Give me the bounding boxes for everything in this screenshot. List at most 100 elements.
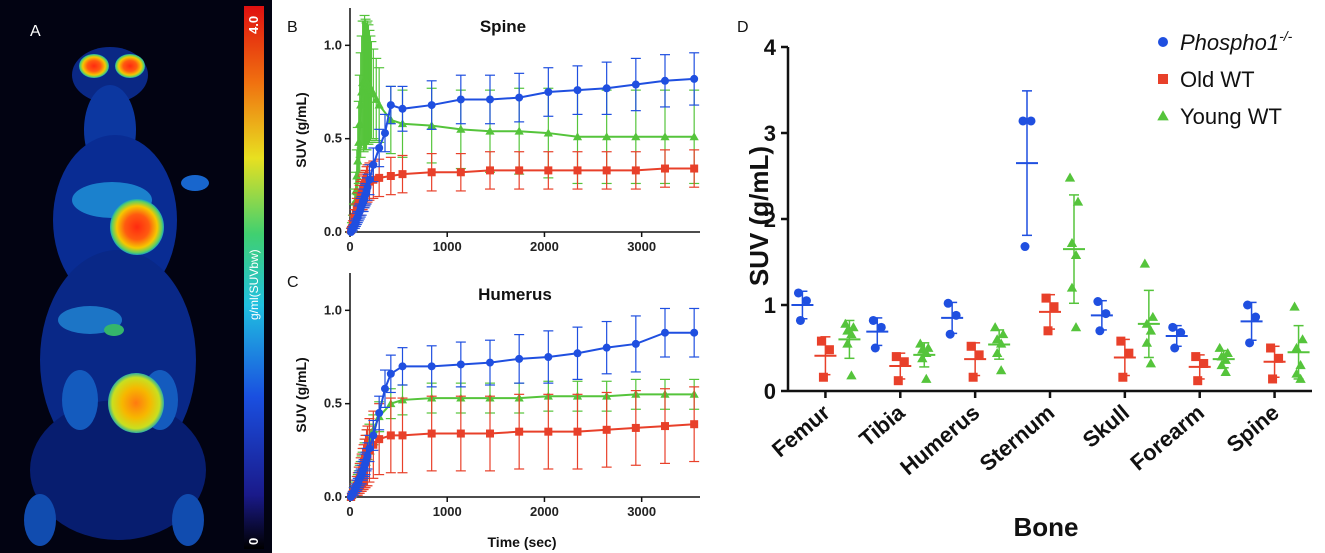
series-old — [346, 386, 700, 501]
mouse-body — [24, 47, 209, 546]
data-point — [427, 101, 436, 110]
colorbar-max-label: 4.0 — [246, 16, 261, 34]
colorbar-unit-label: g/ml(SUVbw) — [247, 249, 261, 320]
data-point — [1141, 337, 1153, 347]
data-point — [891, 352, 901, 362]
x-tick-label: 2000 — [530, 239, 559, 254]
data-point — [514, 126, 524, 135]
y-tick-label: 3 — [764, 121, 776, 146]
legend-label: Phospho1-/- — [1180, 28, 1293, 55]
data-point — [515, 354, 524, 363]
data-point — [356, 100, 366, 109]
data-point — [1222, 347, 1233, 358]
panel-d: D SUV (g/mL) Bone 0 1 2 3 4 Femur TibiaHumerus… — [737, 19, 1312, 542]
data-point — [1101, 309, 1111, 319]
data-point — [398, 104, 407, 113]
x-tick-label: Spine — [1222, 400, 1284, 458]
data-point — [848, 322, 859, 332]
data-point — [374, 100, 384, 109]
group-forearm-old — [1188, 352, 1211, 386]
data-point — [1251, 312, 1261, 322]
legend-marker — [1157, 110, 1169, 121]
data-point — [515, 93, 524, 102]
data-point — [1093, 297, 1103, 307]
y-tick-label: 1 — [764, 293, 776, 318]
data-point — [1193, 376, 1203, 386]
data-point — [868, 315, 878, 325]
data-point — [515, 166, 524, 175]
x-tick-label: Forearm — [1125, 400, 1209, 476]
data-point — [355, 119, 365, 128]
data-point — [876, 322, 886, 332]
panel-label-d: D — [737, 19, 749, 36]
group-humerus-young — [988, 322, 1011, 375]
panel-label-c: C — [287, 274, 299, 291]
data-point — [381, 129, 389, 138]
data-point — [1168, 322, 1178, 332]
data-point — [456, 168, 465, 177]
x-tick-label: Humerus — [895, 400, 984, 480]
data-point — [363, 451, 372, 460]
data-point — [945, 329, 955, 339]
legend-label: Old WT — [1180, 67, 1255, 92]
data-point — [381, 384, 389, 393]
data-point — [573, 349, 582, 358]
data-point — [1095, 326, 1105, 336]
data-point — [661, 328, 669, 337]
data-point — [1214, 342, 1225, 352]
data-point — [943, 298, 953, 308]
data-point — [386, 431, 395, 440]
data-point — [801, 296, 811, 306]
data-point — [485, 126, 495, 135]
data-point — [1170, 343, 1180, 353]
x-tick-label: 2000 — [530, 504, 559, 519]
data-point — [357, 87, 367, 96]
data-point — [816, 336, 826, 346]
data-point — [427, 168, 436, 177]
data-point — [631, 339, 640, 348]
y-tick-label: 0.5 — [324, 131, 342, 146]
data-point — [660, 132, 670, 141]
data-point — [915, 338, 926, 348]
data-point — [573, 166, 582, 175]
data-point — [544, 88, 553, 96]
hotspot-head-right — [115, 54, 145, 78]
chart-b-title: Spine — [480, 17, 526, 36]
data-point — [1066, 237, 1078, 247]
data-point — [1026, 116, 1036, 126]
data-point — [1139, 258, 1151, 268]
panel-label-a: A — [30, 23, 41, 40]
group-sternum-phospho — [1016, 90, 1038, 252]
data-point — [365, 175, 374, 184]
x-tick-label: Skull — [1078, 400, 1134, 453]
series-young — [345, 14, 700, 234]
chart-c-title: Humerus — [478, 285, 552, 304]
data-point — [1291, 342, 1302, 352]
data-point — [661, 76, 669, 85]
data-point — [893, 376, 903, 386]
x-tick-label: 0 — [346, 239, 353, 254]
data-point — [544, 353, 553, 361]
data-point — [1191, 352, 1201, 362]
data-point — [354, 137, 364, 146]
group-skull-old — [1113, 336, 1136, 382]
data-point — [544, 166, 553, 175]
data-point — [921, 347, 932, 358]
data-point — [690, 74, 699, 83]
data-point — [456, 124, 466, 133]
data-point — [1245, 338, 1255, 348]
x-tick-label: 1000 — [433, 504, 462, 519]
data-point — [1141, 318, 1153, 328]
series-phospho — [346, 307, 700, 501]
data-point — [368, 89, 378, 98]
data-point — [386, 369, 395, 378]
data-point — [573, 427, 582, 436]
group-skull-young — [1137, 258, 1160, 368]
hotspot-head-left — [79, 54, 109, 78]
data-point — [386, 101, 395, 110]
colorbar — [244, 6, 264, 549]
chart-b-plot: 0.0 0.5 1.0 0 1000 2000 3000 — [324, 8, 700, 254]
x-tick-label: 3000 — [627, 239, 656, 254]
legend-marker — [1158, 37, 1168, 47]
series-phospho — [346, 52, 700, 236]
